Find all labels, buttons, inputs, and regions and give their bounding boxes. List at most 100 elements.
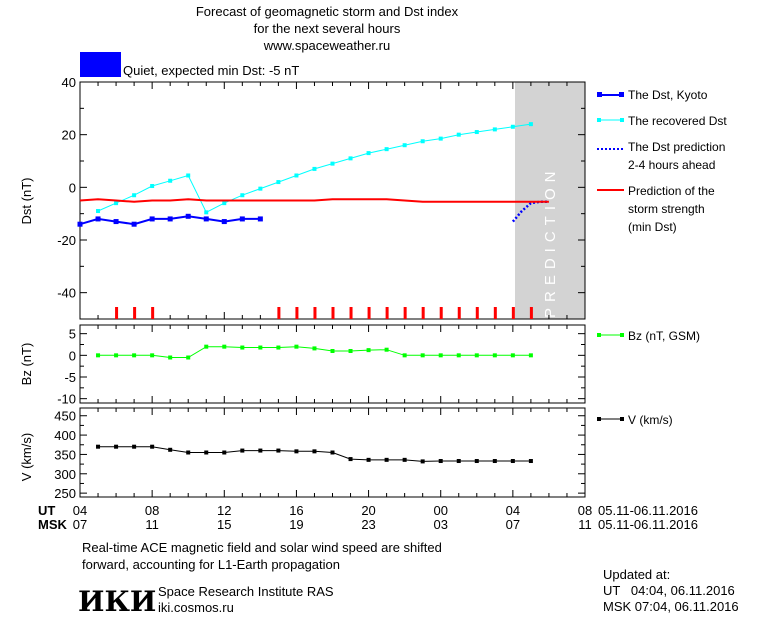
storm-event-tick bbox=[421, 307, 425, 319]
msk-axis-label: MSK bbox=[38, 517, 68, 532]
v-point bbox=[258, 448, 263, 453]
dst-point bbox=[510, 124, 515, 129]
ut-tick-label: 08 bbox=[145, 503, 159, 518]
bz-point bbox=[258, 345, 263, 350]
msk-tick-label: 23 bbox=[361, 517, 375, 532]
bz-ytick-label: -10 bbox=[57, 392, 76, 407]
v-axis-label: V (km/s) bbox=[19, 433, 34, 481]
v-point bbox=[150, 444, 155, 449]
dst-point bbox=[113, 219, 119, 225]
v-panel: V (km/s) 450 400 350 300 250 bbox=[19, 407, 586, 501]
dst-point bbox=[294, 173, 299, 178]
updated-label: Updated at: bbox=[603, 567, 670, 582]
v-point bbox=[510, 459, 515, 464]
legend-v: V (km/s) bbox=[597, 413, 673, 427]
v-point bbox=[366, 457, 371, 462]
dst-point bbox=[204, 210, 209, 215]
bz-point bbox=[150, 353, 155, 358]
ut-date-range: 05.11-06.11.2016 bbox=[598, 503, 698, 518]
bz-ytick-label: -5 bbox=[64, 370, 76, 385]
v-series-v-km-s- bbox=[98, 446, 531, 462]
legend-bz-label: Bz (nT, GSM) bbox=[628, 329, 700, 343]
dst-point bbox=[132, 193, 137, 198]
dst-point bbox=[528, 122, 533, 127]
iki-logo: ИКИ bbox=[78, 585, 156, 618]
dst-point bbox=[276, 180, 281, 185]
v-point bbox=[114, 444, 119, 449]
storm-event-tick bbox=[403, 307, 407, 319]
dst-point bbox=[492, 127, 497, 132]
v-point bbox=[420, 459, 425, 464]
dst-point bbox=[114, 201, 119, 206]
dst-point bbox=[131, 221, 137, 227]
institute-site: iki.cosmos.ru bbox=[158, 600, 234, 615]
dst-point bbox=[186, 173, 191, 178]
bz-point bbox=[168, 355, 173, 360]
v-point bbox=[492, 459, 497, 464]
legend-storm-label-1: Prediction of the bbox=[628, 184, 715, 198]
institute-name: Space Research Institute RAS bbox=[158, 584, 334, 599]
dst-point bbox=[95, 216, 101, 222]
v-ytick-label: 400 bbox=[54, 428, 76, 443]
msk-tick-label: 15 bbox=[217, 517, 231, 532]
v-point bbox=[456, 459, 461, 464]
bz-point bbox=[222, 344, 227, 349]
prediction-region bbox=[515, 82, 585, 319]
dst-point bbox=[167, 216, 173, 222]
dst-point bbox=[330, 161, 335, 166]
dst-point bbox=[312, 166, 317, 171]
footer-note-line-2: forward, accounting for L1-Earth propaga… bbox=[82, 557, 340, 572]
bz-point bbox=[240, 345, 245, 350]
storm-event-tick bbox=[493, 307, 497, 319]
legend-prediction-2-4-label-1: The Dst prediction bbox=[628, 140, 725, 154]
dst-ytick-label: 20 bbox=[62, 128, 76, 143]
ut-tick-label: 12 bbox=[217, 503, 231, 518]
storm-event-tick bbox=[529, 307, 533, 319]
legend-dst-kyoto: The Dst, Kyoto bbox=[597, 88, 708, 102]
bz-point bbox=[96, 353, 101, 358]
v-ytick-label: 350 bbox=[54, 447, 76, 462]
dst-ytick-label: -40 bbox=[57, 286, 76, 301]
v-point bbox=[294, 449, 299, 454]
v-point bbox=[348, 457, 353, 462]
v-ytick-label: 450 bbox=[54, 409, 76, 424]
storm-event-tick bbox=[367, 307, 371, 319]
dst-point bbox=[474, 130, 479, 135]
status-text: Quiet, expected min Dst: -5 nT bbox=[123, 63, 299, 78]
storm-event-tick bbox=[349, 307, 353, 319]
bz-point bbox=[204, 344, 209, 349]
updated-msk: MSK 07:04, 06.11.2016 bbox=[603, 599, 739, 614]
dst-point bbox=[221, 219, 227, 225]
v-point bbox=[528, 459, 533, 464]
dst-point bbox=[150, 184, 155, 189]
bz-point bbox=[330, 349, 335, 353]
v-point bbox=[312, 449, 317, 454]
ut-tick-label: 04 bbox=[73, 503, 87, 518]
v-point bbox=[132, 444, 137, 449]
bz-point bbox=[384, 347, 389, 352]
v-ytick-label: 250 bbox=[54, 486, 76, 501]
bz-point bbox=[294, 344, 299, 349]
dst-ytick-label: -20 bbox=[57, 233, 76, 248]
ut-tick-label: 20 bbox=[361, 503, 375, 518]
msk-tick-label: 11 bbox=[145, 517, 159, 532]
storm-event-tick bbox=[385, 307, 389, 319]
dst-point bbox=[348, 156, 353, 161]
storm-event-tick bbox=[313, 307, 317, 319]
storm-event-tick bbox=[133, 307, 137, 319]
dst-point bbox=[222, 201, 227, 206]
chart-title-line-3: www.spaceweather.ru bbox=[263, 38, 390, 53]
chart-title-line-2: for the next several hours bbox=[254, 21, 401, 36]
v-point bbox=[186, 450, 191, 455]
v-point bbox=[402, 457, 407, 462]
msk-tick-label: 07 bbox=[73, 517, 87, 532]
storm-event-tick bbox=[115, 307, 119, 319]
dst-axis-label: Dst (nT) bbox=[19, 178, 34, 225]
status-color-swatch bbox=[80, 52, 121, 77]
dst-point bbox=[77, 221, 83, 227]
bz-point bbox=[276, 345, 281, 350]
bz-point bbox=[402, 353, 407, 358]
dst-panel: PREDICTION Dst (nT) 40 20 0 -20 -40 bbox=[19, 75, 586, 320]
dst-point bbox=[240, 193, 245, 198]
